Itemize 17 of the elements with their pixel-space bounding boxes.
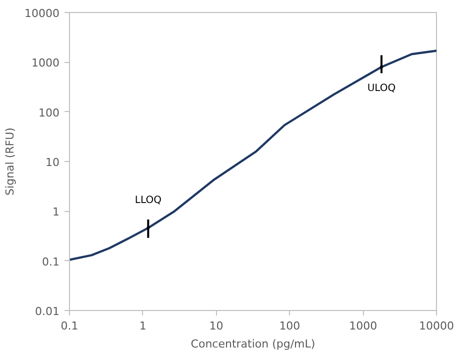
y-tick-label: 10000 [24,7,60,20]
x-tick-label: 100 [279,320,300,332]
x-tick-label: 10000 [419,320,454,332]
y-tick-label: 0.01 [35,305,60,318]
y-tick-label: 0.1 [42,255,60,268]
y-tick-label: 10 [46,156,60,169]
annotation: LLOQ [134,194,162,206]
x-tick-label: 0.1 [60,320,78,332]
x-tick-label: 10 [209,320,224,332]
y-tick-label: 1000 [32,56,60,70]
y-axis-title: Signal (RFU) [4,128,17,196]
x-tick-label: 1000 [349,320,378,332]
annotation: ULOQ [367,82,396,94]
x-axis-title: Concentration (pg/mL) [190,338,316,350]
x-tick-label: 1 [139,320,146,332]
y-tick-label: 100 [38,106,60,120]
y-tick-label: 1 [52,206,60,219]
